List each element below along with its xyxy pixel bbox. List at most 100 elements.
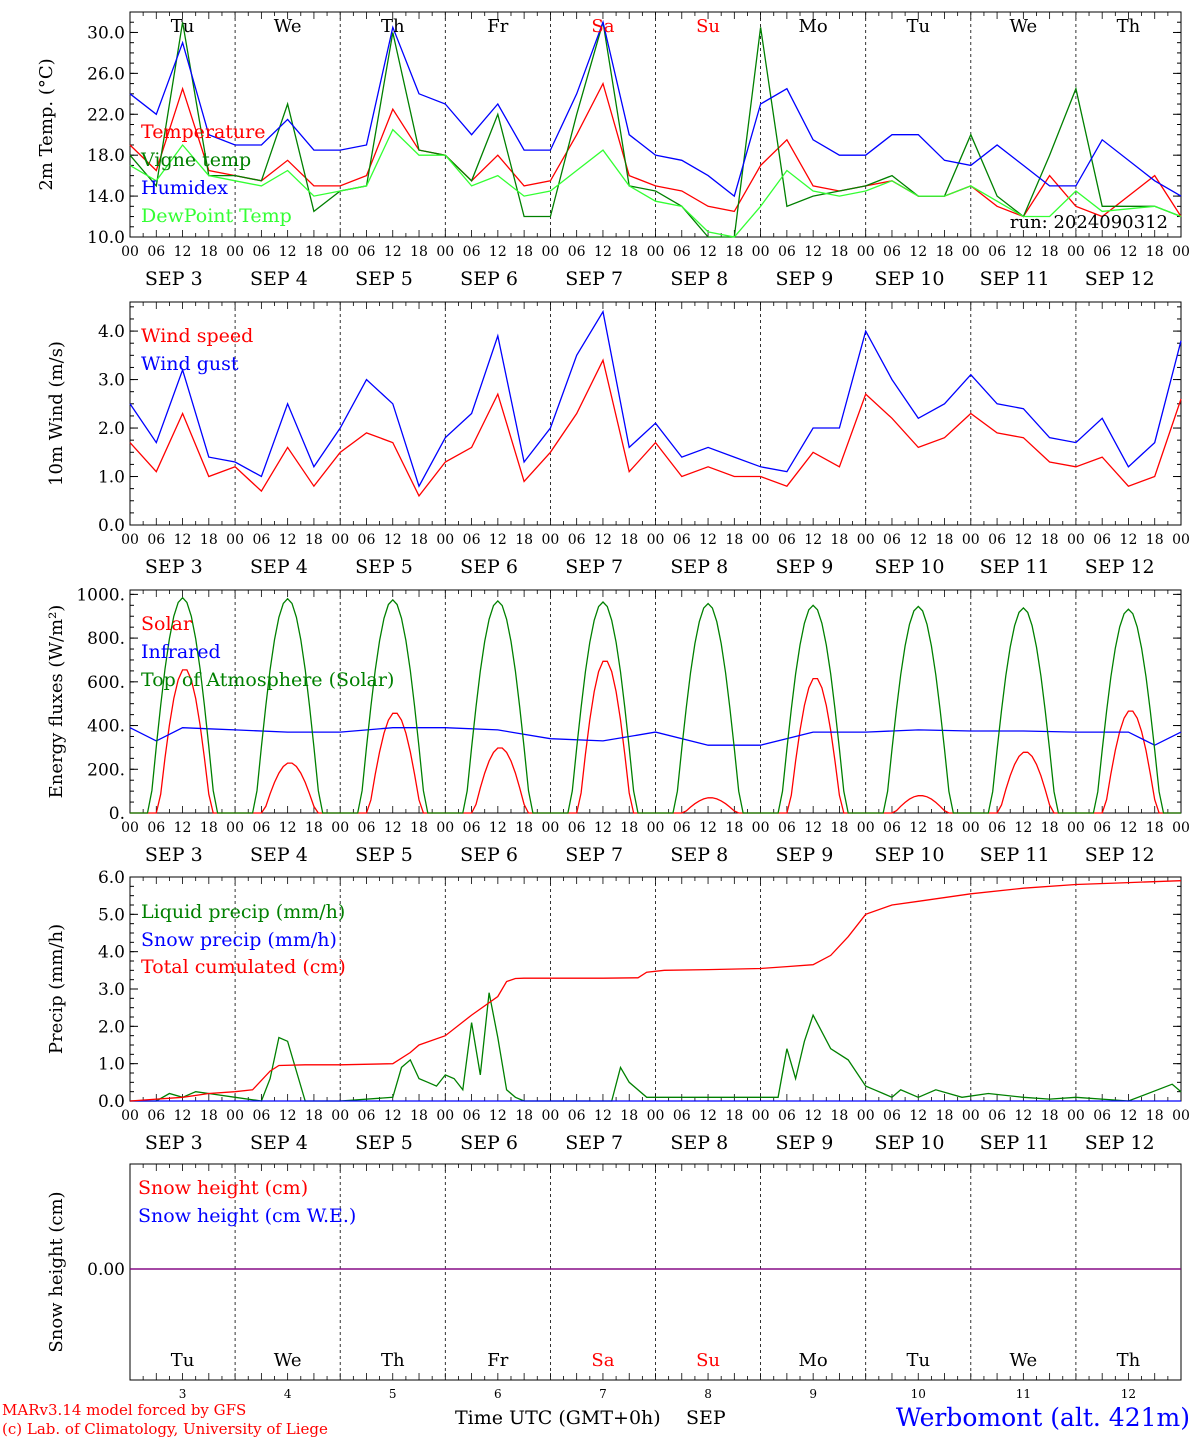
hour-tick-label: 06 <box>673 820 691 836</box>
date-label: SEP 6 <box>460 844 518 866</box>
legend-entry: Vigne temp <box>140 149 251 171</box>
hour-tick-label: 18 <box>1041 820 1059 836</box>
bottom-date-label: 7 <box>599 1387 607 1401</box>
hour-tick-label: 12 <box>594 532 612 548</box>
hour-tick-label: 18 <box>515 532 533 548</box>
y-tick-label: 4.0 <box>98 943 125 963</box>
hour-tick-label: 06 <box>463 244 481 260</box>
hour-tick-label: 18 <box>515 820 533 836</box>
hour-tick-label: 06 <box>778 1108 796 1124</box>
weekday-label: We <box>1010 1350 1038 1371</box>
hour-tick-label: 18 <box>1146 820 1164 836</box>
hour-tick-label: 12 <box>489 532 507 548</box>
hour-tick-label: 18 <box>1041 244 1059 260</box>
legend-entry: Snow height (cm) <box>138 1177 308 1199</box>
hour-tick-label: 12 <box>384 1108 402 1124</box>
hour-tick-label: 00 <box>121 244 139 260</box>
date-label: SEP 5 <box>355 556 413 578</box>
legend-entry: Wind gust <box>141 353 239 375</box>
hour-tick-label: 12 <box>489 820 507 836</box>
hour-tick-label: 18 <box>410 820 428 836</box>
hour-tick-label: 00 <box>647 820 665 836</box>
weekday-label: Fr <box>487 16 508 37</box>
y-tick-label: 400. <box>87 717 125 737</box>
hour-tick-label: 12 <box>1014 244 1032 260</box>
legend-entry: Infrared <box>141 641 221 663</box>
hour-tick-label: 12 <box>1120 244 1138 260</box>
hour-tick-label: 06 <box>1093 820 1111 836</box>
date-label: SEP 9 <box>775 556 833 578</box>
date-label: SEP 11 <box>980 268 1050 290</box>
hour-tick-label: 12 <box>174 244 192 260</box>
bottom-date-label: 11 <box>1016 1387 1031 1401</box>
y-axis-title: Precip (mm/h) <box>46 924 67 1054</box>
weekday-label: Sa <box>591 16 614 37</box>
hour-tick-label: 00 <box>331 820 349 836</box>
y-tick-label: 2.0 <box>98 1017 125 1037</box>
date-label: SEP 4 <box>250 556 308 578</box>
weekday-label: We <box>1010 16 1038 37</box>
hour-tick-label: 06 <box>358 532 376 548</box>
date-label: SEP 5 <box>355 1132 413 1154</box>
date-label: SEP 5 <box>355 844 413 866</box>
hour-tick-label: 12 <box>1120 1108 1138 1124</box>
hour-tick-label: 12 <box>384 244 402 260</box>
hour-tick-label: 00 <box>962 532 980 548</box>
legend-entry: Solar <box>141 613 193 635</box>
hour-tick-label: 00 <box>436 532 454 548</box>
date-label: SEP 11 <box>980 1132 1050 1154</box>
legend-entry: Wind speed <box>141 325 253 347</box>
hour-tick-label: 18 <box>725 820 743 836</box>
hour-tick-label: 18 <box>410 532 428 548</box>
hour-tick-label: 06 <box>568 820 586 836</box>
hour-tick-label: 06 <box>358 244 376 260</box>
date-label: SEP 6 <box>460 556 518 578</box>
date-label: SEP 3 <box>145 268 203 290</box>
weekday-label: Tu <box>906 1350 930 1371</box>
station-name: Werbomont (alt. 421m) <box>896 1403 1190 1432</box>
date-label: SEP 5 <box>355 268 413 290</box>
hour-tick-label: 06 <box>252 532 270 548</box>
hour-tick-label: 18 <box>1146 1108 1164 1124</box>
hour-tick-label: 00 <box>226 820 244 836</box>
hour-tick-label: 06 <box>988 1108 1006 1124</box>
date-label: SEP 8 <box>670 268 728 290</box>
series-line <box>129 128 1182 238</box>
hour-tick-label: 06 <box>673 532 691 548</box>
series-line <box>129 19 1182 198</box>
legend-entry: Snow height (cm W.E.) <box>138 1205 356 1227</box>
y-tick-label: 22.0 <box>87 105 125 125</box>
y-tick-label: 0.00 <box>87 1260 125 1280</box>
hour-tick-label: 12 <box>174 820 192 836</box>
legend-entry: Snow precip (mm/h) <box>141 929 337 951</box>
hour-tick-label: 18 <box>1041 1108 1059 1124</box>
hour-tick-label: 12 <box>804 1108 822 1124</box>
hour-tick-label: 18 <box>831 1108 849 1124</box>
hour-tick-label: 00 <box>436 820 454 836</box>
bottom-date-label: 4 <box>284 1387 292 1401</box>
hour-tick-label: 06 <box>778 532 796 548</box>
y-tick-label: 0. <box>109 804 125 824</box>
hour-tick-label: 00 <box>647 244 665 260</box>
hour-tick-label: 06 <box>988 244 1006 260</box>
hour-tick-label: 12 <box>279 532 297 548</box>
hour-tick-label: 00 <box>436 1108 454 1124</box>
date-label: SEP 8 <box>670 556 728 578</box>
hour-tick-label: 12 <box>174 1108 192 1124</box>
hour-tick-label: 18 <box>620 1108 638 1124</box>
hour-tick-label: 18 <box>936 1108 954 1124</box>
hour-tick-label: 12 <box>489 244 507 260</box>
hour-tick-label: 18 <box>936 244 954 260</box>
hour-tick-label: 18 <box>725 532 743 548</box>
hour-tick-label: 00 <box>1172 532 1190 548</box>
hour-tick-label: 12 <box>699 532 717 548</box>
hour-tick-label: 06 <box>568 532 586 548</box>
hour-tick-label: 12 <box>1120 820 1138 836</box>
date-label: SEP 10 <box>875 556 945 578</box>
hour-tick-label: 06 <box>883 1108 901 1124</box>
weekday-label: Su <box>696 1350 720 1371</box>
date-label: SEP 12 <box>1085 556 1155 578</box>
series-line <box>129 727 1182 746</box>
hour-tick-label: 00 <box>121 1108 139 1124</box>
hour-tick-label: 00 <box>1067 1108 1085 1124</box>
